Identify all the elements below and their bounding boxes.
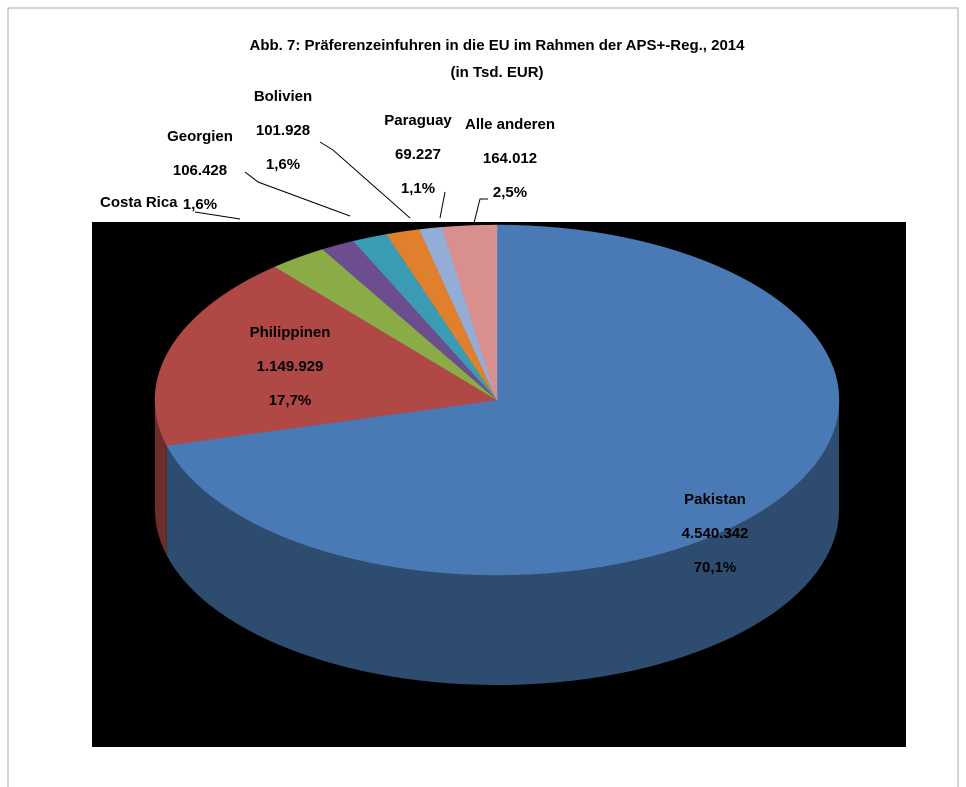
data-label: 101.928 xyxy=(256,122,310,139)
data-label: 1,6% xyxy=(183,196,217,213)
data-label: 164.012 xyxy=(483,150,537,167)
data-label: 2,5% xyxy=(493,184,527,201)
chart-subtitle: (in Tsd. EUR) xyxy=(450,64,543,81)
data-label: Alle anderen xyxy=(465,116,555,133)
chart-title: Abb. 7: Präferenzeinfuhren in die EU im … xyxy=(250,37,746,54)
slice xyxy=(166,224,840,576)
leader-line xyxy=(194,211,241,220)
data-label: 1,1% xyxy=(401,180,435,197)
slice-side xyxy=(155,400,167,556)
slice-side xyxy=(166,400,839,685)
data-label: 17,7% xyxy=(269,392,312,409)
data-label: 1.149.929 xyxy=(257,358,324,375)
data-label: 70,1% xyxy=(694,559,737,576)
data-label: Georgien xyxy=(167,128,233,145)
leader-line xyxy=(439,191,446,219)
data-label: 106.428 xyxy=(173,162,227,179)
leader-line xyxy=(473,198,488,224)
data-label: Pakistan xyxy=(684,491,746,508)
data-label: Bolivien xyxy=(254,88,312,105)
slice xyxy=(154,266,498,446)
leader-line xyxy=(244,171,351,217)
data-label: Philippinen xyxy=(250,324,331,341)
data-label: Costa Rica xyxy=(100,194,178,211)
data-label: 69.227 xyxy=(395,146,441,163)
data-label: 1,6% xyxy=(266,156,300,173)
slice xyxy=(441,224,498,401)
data-label: Paraguay xyxy=(384,112,452,129)
leader-line xyxy=(319,141,411,219)
data-label: 4.540.342 xyxy=(682,525,749,542)
